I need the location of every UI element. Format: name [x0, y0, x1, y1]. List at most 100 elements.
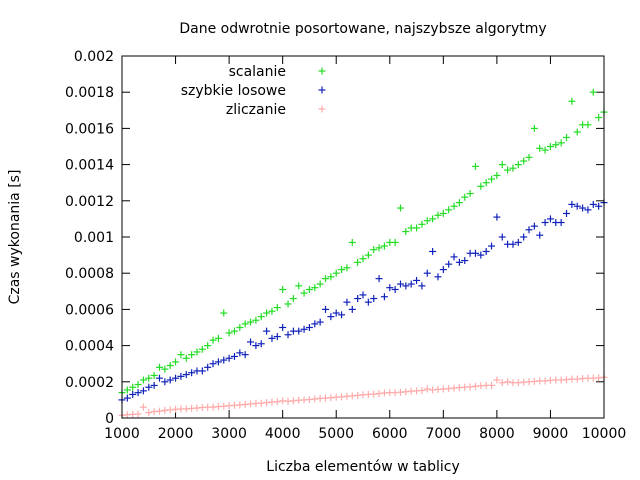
point-szybkie-losowe	[477, 251, 485, 259]
point-szybkie-losowe	[407, 280, 415, 288]
point-scalanie	[263, 309, 271, 317]
point-scalanie	[252, 316, 260, 324]
point-szybkie-losowe	[380, 293, 388, 301]
point-scalanie	[129, 383, 137, 391]
point-szybkie-losowe	[568, 200, 576, 208]
point-scalanie	[225, 329, 233, 337]
point-zliczanie	[493, 376, 501, 384]
point-scalanie	[268, 307, 276, 315]
point-scalanie	[563, 133, 571, 141]
point-scalanie	[557, 139, 565, 147]
legend-label-scalanie: scalanie	[229, 64, 286, 80]
point-scalanie	[209, 336, 217, 344]
legend-label-szybkie-losowe: szybkie losowe	[181, 83, 286, 99]
point-szybkie-losowe	[284, 331, 292, 339]
y-tick-label: 0.001	[74, 230, 114, 246]
point-scalanie	[429, 215, 437, 223]
point-szybkie-losowe	[177, 372, 185, 380]
point-zliczanie	[498, 379, 506, 387]
point-szybkie-losowe	[209, 360, 217, 368]
point-szybkie-losowe	[322, 305, 330, 313]
legend-label-zliczanie: zliczanie	[226, 102, 286, 118]
point-zliczanie	[134, 410, 142, 418]
point-zliczanie	[273, 398, 281, 406]
point-szybkie-losowe	[198, 367, 206, 375]
point-scalanie	[145, 374, 153, 382]
point-szybkie-losowe	[396, 280, 404, 288]
point-scalanie	[343, 264, 351, 272]
point-scalanie	[359, 255, 367, 263]
y-tick-label: 0.0012	[65, 194, 114, 210]
point-szybkie-losowe	[434, 273, 442, 281]
legend-marker-szybkie-losowe	[318, 86, 326, 94]
point-szybkie-losowe	[509, 240, 517, 248]
point-szybkie-losowe	[236, 349, 244, 357]
point-zliczanie	[418, 386, 426, 394]
point-szybkie-losowe	[139, 387, 147, 395]
point-szybkie-losowe	[493, 213, 501, 221]
point-szybkie-losowe	[530, 222, 538, 230]
legend: scalanie szybkie losowe zliczanie	[181, 64, 326, 118]
point-szybkie-losowe	[413, 276, 421, 284]
point-scalanie	[311, 284, 319, 292]
y-tick-label: 0.0016	[65, 121, 114, 137]
x-tick-label: 1000	[104, 426, 140, 442]
legend-marker-scalanie	[318, 67, 326, 75]
point-scalanie	[279, 285, 287, 293]
point-scalanie	[177, 351, 185, 359]
y-tick-label: 0.0014	[65, 158, 114, 174]
point-szybkie-losowe	[595, 202, 603, 210]
point-szybkie-losowe	[546, 215, 554, 223]
point-szybkie-losowe	[589, 200, 597, 208]
point-scalanie	[488, 175, 496, 183]
point-szybkie-losowe	[166, 376, 174, 384]
point-szybkie-losowe	[418, 282, 426, 290]
point-scalanie	[589, 88, 597, 96]
point-scalanie	[155, 363, 163, 371]
point-szybkie-losowe	[450, 253, 458, 261]
y-tick-label: 0.0006	[65, 302, 114, 318]
point-scalanie	[466, 190, 474, 198]
point-scalanie	[236, 324, 244, 331]
point-scalanie	[509, 164, 517, 172]
point-szybkie-losowe	[563, 209, 571, 217]
point-szybkie-losowe	[123, 394, 131, 402]
point-szybkie-losowe	[429, 247, 437, 255]
point-scalanie	[530, 124, 538, 132]
point-zliczanie	[145, 409, 153, 417]
point-szybkie-losowe	[295, 327, 303, 335]
point-szybkie-losowe	[316, 318, 324, 326]
point-scalanie	[134, 381, 142, 389]
point-scalanie	[295, 282, 303, 290]
y-tick-label: 0.002	[74, 49, 114, 65]
point-szybkie-losowe	[311, 320, 319, 328]
point-scalanie	[214, 334, 222, 342]
point-scalanie	[482, 179, 490, 187]
point-scalanie	[305, 285, 313, 293]
point-szybkie-losowe	[557, 219, 565, 227]
point-szybkie-losowe	[375, 275, 383, 283]
plot-frame	[121, 55, 605, 419]
x-tick-label: 8000	[479, 426, 515, 442]
point-szybkie-losowe	[488, 242, 496, 250]
point-szybkie-losowe	[172, 374, 180, 382]
point-scalanie	[327, 273, 335, 281]
point-szybkie-losowe	[241, 351, 249, 359]
point-scalanie	[498, 161, 506, 169]
point-scalanie	[546, 143, 554, 150]
point-szybkie-losowe	[343, 298, 351, 306]
series-zliczanie	[118, 373, 608, 419]
point-scalanie	[172, 358, 180, 366]
point-scalanie	[434, 211, 442, 219]
point-szybkie-losowe	[257, 340, 265, 348]
point-scalanie	[445, 206, 453, 214]
point-scalanie	[182, 354, 190, 362]
point-scalanie	[198, 345, 206, 353]
point-scalanie	[402, 228, 410, 236]
point-scalanie	[338, 266, 346, 274]
point-scalanie	[123, 386, 131, 394]
point-scalanie	[552, 141, 560, 149]
point-scalanie	[139, 376, 147, 384]
point-szybkie-losowe	[364, 298, 372, 306]
